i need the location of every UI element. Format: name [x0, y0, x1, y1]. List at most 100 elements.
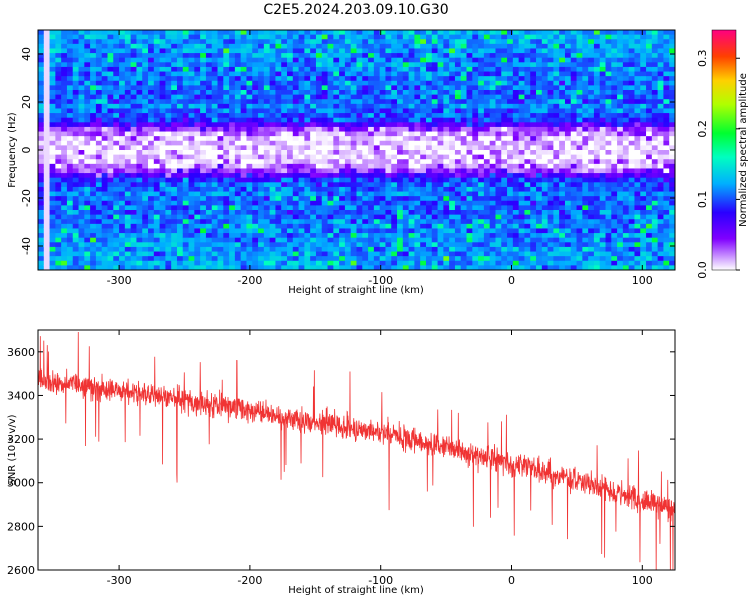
- heatmap-cell: [136, 265, 143, 270]
- heatmap-cell: [176, 196, 184, 202]
- heatmap-cell: [472, 117, 479, 123]
- heatmap-cell: [95, 242, 103, 248]
- heatmap-cell: [55, 34, 62, 40]
- heatmap-cell: [570, 113, 578, 119]
- heatmap-cell: [414, 177, 421, 183]
- heatmap-cell: [420, 30, 427, 36]
- heatmap-cell: [298, 140, 305, 146]
- heatmap-cell: [165, 94, 172, 100]
- heatmap-cell: [84, 251, 91, 257]
- heatmap-cell: [443, 246, 450, 253]
- heatmap-cell: [483, 182, 491, 188]
- heatmap-cell: [518, 186, 525, 193]
- heatmap-cell: [443, 53, 450, 59]
- heatmap-cell: [507, 85, 514, 91]
- heatmap-cell: [310, 131, 317, 137]
- heatmap-cell: [142, 168, 149, 174]
- heatmap-cell: [298, 265, 305, 270]
- heatmap-cell: [148, 140, 155, 146]
- heatmap-cell: [443, 90, 450, 96]
- heatmap-cell: [425, 131, 433, 137]
- heatmap-cell: [564, 159, 572, 165]
- heatmap-cell: [478, 76, 485, 82]
- heatmap-cell: [217, 108, 224, 114]
- heatmap-cell: [559, 136, 566, 142]
- heatmap-cell: [281, 228, 288, 234]
- heatmap-cell: [200, 76, 207, 82]
- heatmap-cell: [437, 103, 444, 109]
- heatmap-cell: [38, 94, 45, 100]
- heatmap-cell: [570, 90, 578, 96]
- heatmap-cell: [304, 43, 311, 49]
- heatmap-cell: [234, 200, 242, 206]
- heatmap-cell: [304, 228, 311, 234]
- heatmap-cell: [385, 177, 392, 183]
- heatmap-cell: [223, 62, 230, 68]
- heatmap-cell: [78, 200, 85, 206]
- heatmap-cell: [159, 265, 166, 270]
- heatmap-cell: [252, 256, 259, 262]
- heatmap-cell: [536, 85, 543, 91]
- heatmap-cell: [489, 122, 496, 128]
- heatmap-cell: [321, 94, 329, 100]
- heatmap-cell: [356, 256, 363, 262]
- heatmap-cell: [397, 196, 404, 202]
- heatmap-cell: [113, 177, 120, 183]
- heatmap-cell: [223, 251, 230, 257]
- heatmap-cell: [420, 256, 427, 262]
- heatmap-cell: [223, 94, 230, 100]
- heatmap-cell: [148, 214, 155, 220]
- heatmap-cell: [194, 177, 201, 183]
- heatmap-cell: [171, 154, 178, 160]
- heatmap-cell: [327, 113, 334, 119]
- heatmap-cell: [553, 191, 560, 197]
- heatmap-cell: [159, 99, 166, 105]
- heatmap-cell: [182, 113, 190, 119]
- heatmap-cell: [211, 182, 219, 188]
- heatmap-cell: [408, 90, 415, 96]
- heatmap-cell: [512, 34, 520, 40]
- heatmap-cell: [420, 76, 427, 82]
- heatmap-cell: [512, 205, 520, 211]
- heatmap-cell: [483, 117, 491, 123]
- heatmap-cell: [49, 43, 56, 49]
- heatmap-cell: [101, 90, 108, 96]
- heatmap-cell: [397, 182, 404, 188]
- heatmap-cell: [460, 103, 468, 109]
- heatmap-cell: [188, 233, 195, 239]
- heatmap-cell: [507, 182, 514, 188]
- heatmap-cell: [43, 256, 51, 262]
- heatmap-cell: [182, 39, 190, 45]
- heatmap-cell: [385, 57, 392, 63]
- heatmap-cell: [379, 71, 386, 77]
- heatmap-cell: [530, 228, 537, 234]
- heatmap-cell: [437, 265, 444, 270]
- heatmap-cell: [229, 237, 236, 243]
- heatmap-cell: [281, 113, 288, 119]
- heatmap-cell: [176, 260, 184, 266]
- heatmap-cell: [350, 210, 357, 216]
- heatmap-cell: [304, 210, 311, 216]
- heatmap-cell: [49, 214, 56, 220]
- heatmap-cell: [449, 205, 456, 211]
- heatmap-cell: [240, 62, 247, 68]
- heatmap-cell: [339, 80, 346, 86]
- heatmap-cell: [321, 48, 329, 54]
- heatmap-cell: [431, 34, 439, 40]
- heatmap-cell: [205, 260, 213, 266]
- heatmap-cell: [124, 43, 132, 49]
- heatmap-cell: [205, 131, 213, 137]
- heatmap-cell: [425, 94, 433, 100]
- heatmap-cell: [258, 246, 265, 253]
- heatmap-cell: [246, 168, 253, 174]
- heatmap-cell: [362, 122, 369, 128]
- heatmap-cell: [171, 145, 178, 151]
- heatmap-cell: [130, 173, 137, 179]
- heatmap-cell: [49, 210, 56, 216]
- heatmap-cell: [229, 90, 236, 96]
- heatmap-cell: [246, 90, 253, 96]
- heatmap-cell: [489, 205, 496, 211]
- heatmap-cell: [483, 53, 491, 59]
- heatmap-cell: [356, 242, 363, 248]
- heatmap-cell: [518, 136, 525, 142]
